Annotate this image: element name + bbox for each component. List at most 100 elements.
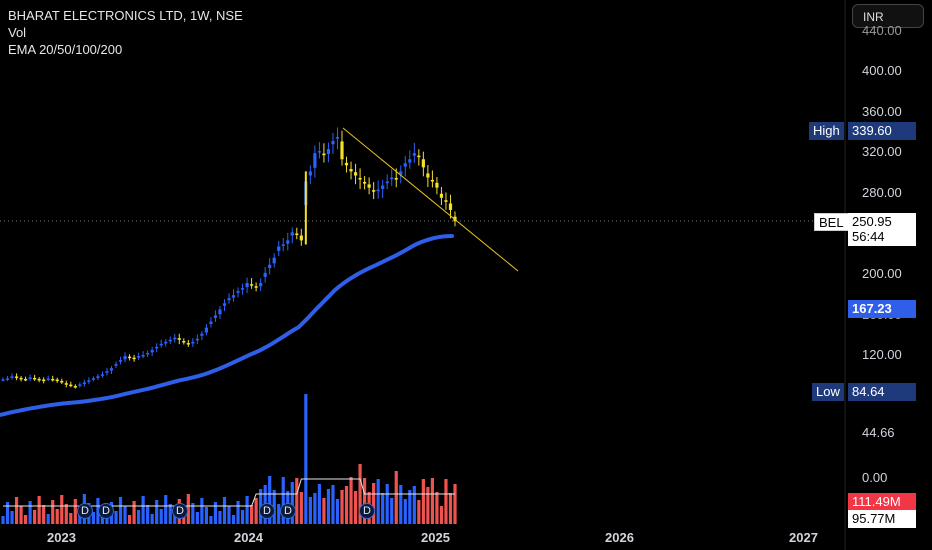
candle-body (105, 371, 109, 373)
countdown-tag: 56:44 (848, 228, 916, 246)
candle-body (250, 284, 254, 286)
volume-bar (132, 501, 136, 524)
volume-bar (55, 509, 59, 524)
dividend-badge[interactable]: D (259, 503, 275, 519)
volume-bar (381, 493, 385, 524)
volume-bar (28, 501, 32, 524)
candle-body (195, 338, 199, 341)
candle-body (28, 377, 32, 379)
volume-bar (14, 497, 19, 524)
volume-bars (1, 394, 457, 524)
volume-bar (363, 478, 367, 524)
symbol-title[interactable]: BHARAT ELECTRONICS LTD, 1W, NSE (8, 8, 243, 23)
candle-body (408, 159, 412, 163)
candle-body (435, 182, 439, 188)
volume-bar (24, 515, 28, 524)
candle-body (394, 177, 398, 180)
candle-body (263, 272, 267, 277)
volume-bar (412, 486, 416, 524)
candle-body (100, 374, 105, 376)
candle-body (317, 151, 321, 153)
volume-bar (313, 493, 317, 524)
candle-body (127, 356, 132, 359)
volume-bar (281, 477, 285, 524)
volume-indicator-label[interactable]: Vol (8, 25, 27, 40)
candle-body (417, 155, 421, 158)
candle-body (358, 177, 362, 180)
volume-bar (209, 516, 213, 524)
volume-bar (385, 484, 389, 524)
candle-body (376, 189, 380, 192)
candle-body (209, 321, 213, 324)
candle-body (213, 315, 218, 318)
volume-bar (37, 496, 41, 524)
candle-body (385, 181, 389, 184)
candle-body (191, 341, 195, 344)
candle-body (132, 357, 136, 360)
candle-body (335, 136, 340, 139)
time-label: 2023 (47, 530, 76, 545)
candle-body (146, 352, 150, 355)
dividend-badge[interactable]: D (77, 503, 93, 519)
candle-body (268, 264, 272, 268)
volume-bar (46, 514, 50, 524)
volume-bar (150, 514, 154, 524)
candle-body (118, 360, 123, 362)
candle-body (24, 378, 28, 381)
currency-button[interactable]: INR (852, 4, 924, 28)
candle-body (399, 171, 403, 175)
volume-bar (335, 499, 340, 524)
volume-bar (349, 477, 353, 524)
candle-body (290, 232, 294, 236)
candle-body (200, 333, 204, 336)
dividend-badge[interactable]: D (172, 503, 188, 519)
volume-bar (51, 500, 55, 524)
candle-body (439, 193, 444, 198)
volume-bar (390, 498, 394, 524)
volume-bar (254, 498, 258, 524)
candle-body (331, 141, 335, 145)
dividend-badge[interactable]: D (359, 503, 375, 519)
candle-body (403, 163, 407, 167)
candle-body (42, 379, 46, 382)
volume-avg-tag: 95.77M (848, 510, 916, 528)
candle-body (5, 378, 10, 380)
volume-bar (240, 510, 245, 524)
volume-bar (435, 492, 439, 524)
candle-body (412, 153, 416, 156)
volume-bar (403, 499, 407, 524)
candle-body (96, 376, 100, 378)
candle-body (236, 291, 240, 293)
candle-body (326, 149, 331, 154)
candle-body (281, 244, 285, 246)
candle-body (254, 286, 258, 288)
ema-indicator-label[interactable]: EMA 20/50/100/200 (8, 42, 123, 57)
candle-body (164, 341, 168, 344)
dividend-badge[interactable]: D (280, 503, 296, 519)
volume-bar (195, 512, 199, 524)
candle-body (349, 168, 353, 172)
candle-body (64, 383, 68, 385)
time-label: 2027 (789, 530, 818, 545)
volume-bar (10, 511, 14, 524)
volume-bar (33, 510, 37, 524)
volume-bar (236, 501, 240, 524)
volume-bar (114, 511, 118, 524)
candle-body (19, 377, 23, 380)
volume-bar (91, 512, 95, 524)
candle-body (240, 288, 245, 290)
volume-bar (173, 513, 177, 524)
candle-body (46, 378, 50, 380)
price-tick: 44.66 (862, 425, 895, 440)
price-tick: 320.00 (862, 144, 902, 159)
volume-bar (304, 394, 308, 524)
candle-body (367, 184, 371, 188)
candle-body (33, 377, 37, 380)
trendline (342, 127, 519, 272)
dividend-badge[interactable]: D (98, 503, 114, 519)
volume-bar (213, 502, 218, 524)
candle-body (177, 338, 181, 340)
volume-bar (308, 497, 312, 524)
candle-body (10, 376, 14, 378)
